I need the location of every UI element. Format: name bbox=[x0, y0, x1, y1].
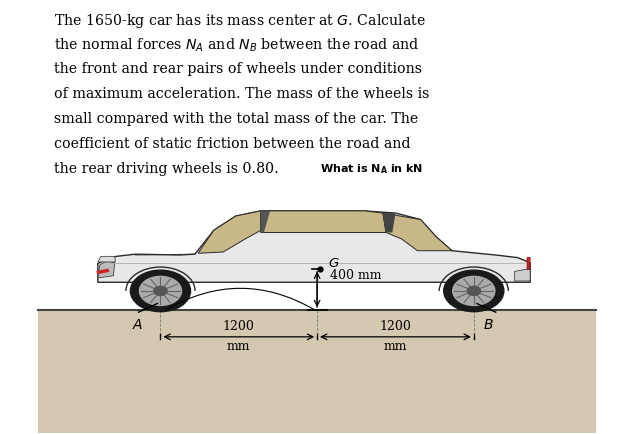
Text: $G$: $G$ bbox=[328, 257, 339, 270]
Polygon shape bbox=[98, 256, 116, 262]
Text: the normal forces $N_A$ and $N_B$ between the road and: the normal forces $N_A$ and $N_B$ betwee… bbox=[54, 36, 420, 54]
Polygon shape bbox=[514, 269, 530, 281]
Text: small compared with the total mass of the car. The: small compared with the total mass of th… bbox=[54, 112, 418, 126]
Circle shape bbox=[467, 286, 480, 296]
Polygon shape bbox=[98, 261, 115, 278]
Text: the front and rear pairs of wheels under conditions: the front and rear pairs of wheels under… bbox=[54, 62, 422, 76]
Text: $B$: $B$ bbox=[483, 318, 494, 332]
Text: coefficient of static friction between the road and: coefficient of static friction between t… bbox=[54, 137, 411, 151]
Polygon shape bbox=[98, 211, 530, 282]
Circle shape bbox=[154, 286, 167, 296]
Polygon shape bbox=[261, 211, 270, 233]
Circle shape bbox=[131, 270, 190, 312]
Text: 1200: 1200 bbox=[379, 320, 411, 333]
Text: The 1650-kg car has its mass center at $G$. Calculate: The 1650-kg car has its mass center at $… bbox=[54, 12, 426, 30]
Polygon shape bbox=[198, 211, 261, 253]
Circle shape bbox=[453, 276, 495, 306]
Text: 400 mm: 400 mm bbox=[330, 269, 381, 282]
Circle shape bbox=[444, 270, 504, 312]
Polygon shape bbox=[261, 211, 386, 233]
Text: mm: mm bbox=[227, 340, 251, 353]
Text: $A$: $A$ bbox=[133, 318, 144, 332]
Polygon shape bbox=[383, 213, 396, 233]
Polygon shape bbox=[38, 310, 596, 433]
Circle shape bbox=[139, 276, 181, 306]
Text: mm: mm bbox=[384, 340, 407, 353]
FancyArrowPatch shape bbox=[166, 288, 315, 310]
Text: 1200: 1200 bbox=[223, 320, 255, 333]
Text: $\mathbf{What\ is\ N_A\ in\ kN}$: $\mathbf{What\ is\ N_A\ in\ kN}$ bbox=[320, 162, 423, 176]
Text: of maximum acceleration. The mass of the wheels is: of maximum acceleration. The mass of the… bbox=[54, 87, 430, 101]
Text: the rear driving wheels is 0.80.: the rear driving wheels is 0.80. bbox=[54, 162, 279, 176]
Polygon shape bbox=[383, 213, 452, 251]
Polygon shape bbox=[527, 258, 530, 269]
